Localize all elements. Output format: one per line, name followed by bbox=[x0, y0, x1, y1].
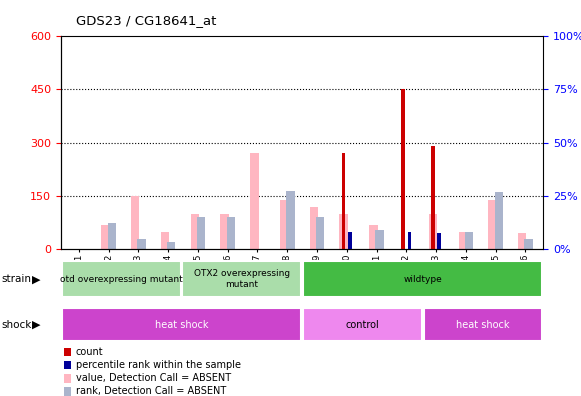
Bar bbox=[316, 217, 324, 249]
Bar bbox=[524, 239, 533, 249]
Text: ▶: ▶ bbox=[32, 274, 41, 284]
Bar bbox=[161, 232, 169, 249]
Bar bbox=[375, 230, 384, 249]
Bar bbox=[286, 190, 295, 249]
Bar bbox=[191, 214, 199, 249]
Bar bbox=[137, 239, 146, 249]
Bar bbox=[167, 242, 175, 249]
Text: otd overexpressing mutant: otd overexpressing mutant bbox=[60, 275, 182, 284]
Bar bbox=[342, 153, 346, 249]
Bar bbox=[220, 214, 229, 249]
Bar bbox=[458, 232, 467, 249]
Bar bbox=[62, 261, 181, 297]
Bar bbox=[250, 153, 259, 249]
Text: rank, Detection Call = ABSENT: rank, Detection Call = ABSENT bbox=[76, 386, 226, 396]
Bar bbox=[437, 233, 441, 249]
Bar bbox=[131, 196, 139, 249]
Bar bbox=[101, 225, 110, 249]
Bar bbox=[197, 217, 205, 249]
Bar bbox=[408, 232, 411, 249]
Bar bbox=[303, 308, 422, 341]
Bar bbox=[431, 146, 435, 249]
Bar bbox=[424, 308, 542, 341]
Text: shock: shock bbox=[1, 320, 31, 330]
Bar bbox=[227, 217, 235, 249]
Bar bbox=[107, 223, 116, 249]
Bar bbox=[348, 232, 352, 249]
Bar bbox=[465, 232, 473, 249]
Text: value, Detection Call = ABSENT: value, Detection Call = ABSENT bbox=[76, 373, 231, 383]
Bar bbox=[62, 308, 301, 341]
Bar bbox=[370, 225, 378, 249]
Bar bbox=[339, 214, 348, 249]
Bar bbox=[303, 261, 542, 297]
Text: count: count bbox=[76, 347, 103, 357]
Bar bbox=[518, 233, 526, 249]
Bar bbox=[401, 89, 405, 249]
Bar bbox=[310, 207, 318, 249]
Bar bbox=[182, 261, 301, 297]
Text: heat shock: heat shock bbox=[155, 320, 209, 330]
Text: percentile rank within the sample: percentile rank within the sample bbox=[76, 360, 241, 370]
Text: strain: strain bbox=[1, 274, 31, 284]
Text: ▶: ▶ bbox=[32, 320, 41, 330]
Bar bbox=[494, 192, 503, 249]
Text: control: control bbox=[346, 320, 379, 330]
Bar bbox=[429, 214, 437, 249]
Text: OTX2 overexpressing
mutant: OTX2 overexpressing mutant bbox=[194, 270, 290, 289]
Bar bbox=[280, 200, 288, 249]
Bar bbox=[488, 200, 497, 249]
Text: heat shock: heat shock bbox=[456, 320, 510, 330]
Text: wildtype: wildtype bbox=[403, 275, 442, 284]
Text: GDS23 / CG18641_at: GDS23 / CG18641_at bbox=[76, 14, 216, 27]
